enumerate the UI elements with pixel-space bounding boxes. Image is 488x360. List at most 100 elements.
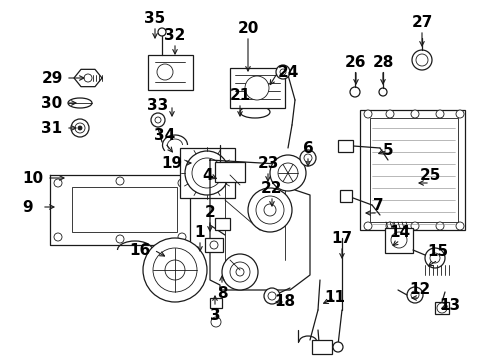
Circle shape xyxy=(411,50,431,70)
Text: 3: 3 xyxy=(209,307,220,323)
Text: 30: 30 xyxy=(41,95,62,111)
Text: 11: 11 xyxy=(324,291,345,306)
Text: 28: 28 xyxy=(371,54,393,69)
Circle shape xyxy=(385,222,393,230)
Circle shape xyxy=(84,74,92,82)
Circle shape xyxy=(378,88,386,96)
Circle shape xyxy=(178,179,185,187)
Polygon shape xyxy=(209,160,309,290)
Bar xyxy=(339,190,351,202)
Text: 13: 13 xyxy=(439,297,460,312)
Polygon shape xyxy=(50,175,190,245)
Circle shape xyxy=(116,235,124,243)
Circle shape xyxy=(247,188,291,232)
Text: 19: 19 xyxy=(161,156,182,171)
Bar xyxy=(180,148,235,198)
Circle shape xyxy=(264,204,275,216)
Circle shape xyxy=(264,288,280,304)
Text: 15: 15 xyxy=(427,244,447,260)
Circle shape xyxy=(267,292,275,300)
Circle shape xyxy=(280,69,285,75)
Circle shape xyxy=(390,232,406,248)
Text: 23: 23 xyxy=(257,156,278,171)
Text: 26: 26 xyxy=(345,54,366,69)
Circle shape xyxy=(75,123,85,133)
Circle shape xyxy=(410,110,418,118)
Circle shape xyxy=(406,287,422,303)
Circle shape xyxy=(184,151,228,195)
Text: 17: 17 xyxy=(331,230,352,246)
Circle shape xyxy=(410,222,418,230)
Circle shape xyxy=(436,303,446,313)
Circle shape xyxy=(299,150,315,166)
Text: 35: 35 xyxy=(144,10,165,26)
Text: 4: 4 xyxy=(202,167,213,183)
Bar xyxy=(337,140,352,152)
Circle shape xyxy=(455,222,463,230)
Bar xyxy=(434,302,448,314)
Polygon shape xyxy=(74,69,102,87)
Text: 6: 6 xyxy=(302,140,313,156)
Text: 10: 10 xyxy=(22,171,43,185)
Bar xyxy=(209,298,222,308)
Text: 31: 31 xyxy=(41,121,62,135)
Text: 21: 21 xyxy=(229,87,250,103)
Circle shape xyxy=(153,248,197,292)
Circle shape xyxy=(256,196,284,224)
Bar xyxy=(72,187,177,232)
Circle shape xyxy=(332,342,342,352)
Circle shape xyxy=(151,113,164,127)
Circle shape xyxy=(385,110,393,118)
Bar xyxy=(215,218,229,230)
Bar xyxy=(384,228,412,253)
Circle shape xyxy=(410,291,418,299)
Circle shape xyxy=(269,155,305,191)
Circle shape xyxy=(278,163,297,183)
Circle shape xyxy=(275,65,289,79)
Circle shape xyxy=(78,126,82,130)
Circle shape xyxy=(435,222,443,230)
Text: 1: 1 xyxy=(194,225,205,239)
Text: 27: 27 xyxy=(410,14,432,30)
Text: 7: 7 xyxy=(372,198,383,212)
Circle shape xyxy=(178,233,185,241)
Circle shape xyxy=(71,119,89,137)
Circle shape xyxy=(54,179,62,187)
Circle shape xyxy=(455,110,463,118)
Circle shape xyxy=(429,253,439,263)
Circle shape xyxy=(142,238,206,302)
Circle shape xyxy=(424,248,444,268)
Text: 29: 29 xyxy=(41,71,62,86)
Bar xyxy=(359,110,464,230)
Circle shape xyxy=(304,154,311,162)
Circle shape xyxy=(363,222,371,230)
Bar xyxy=(204,238,223,252)
Circle shape xyxy=(236,268,244,276)
Text: 9: 9 xyxy=(22,199,33,215)
Text: 32: 32 xyxy=(164,27,185,42)
Circle shape xyxy=(209,241,218,249)
Text: 33: 33 xyxy=(147,98,168,113)
Circle shape xyxy=(363,110,371,118)
Circle shape xyxy=(54,233,62,241)
Text: 25: 25 xyxy=(418,167,440,183)
Text: 8: 8 xyxy=(216,285,227,301)
Bar xyxy=(311,340,331,354)
Text: 5: 5 xyxy=(382,143,392,158)
Circle shape xyxy=(157,64,173,80)
Text: 2: 2 xyxy=(204,204,215,220)
Circle shape xyxy=(158,28,165,36)
Circle shape xyxy=(349,87,359,97)
Bar xyxy=(148,55,193,90)
Text: 20: 20 xyxy=(237,21,258,36)
Circle shape xyxy=(415,54,427,66)
Circle shape xyxy=(164,260,184,280)
Bar xyxy=(229,68,285,108)
Text: 24: 24 xyxy=(277,64,298,80)
Circle shape xyxy=(192,158,222,188)
Circle shape xyxy=(222,254,258,290)
Circle shape xyxy=(155,117,161,123)
Text: 18: 18 xyxy=(274,294,295,310)
Text: 14: 14 xyxy=(388,225,410,239)
Text: 16: 16 xyxy=(129,243,150,257)
